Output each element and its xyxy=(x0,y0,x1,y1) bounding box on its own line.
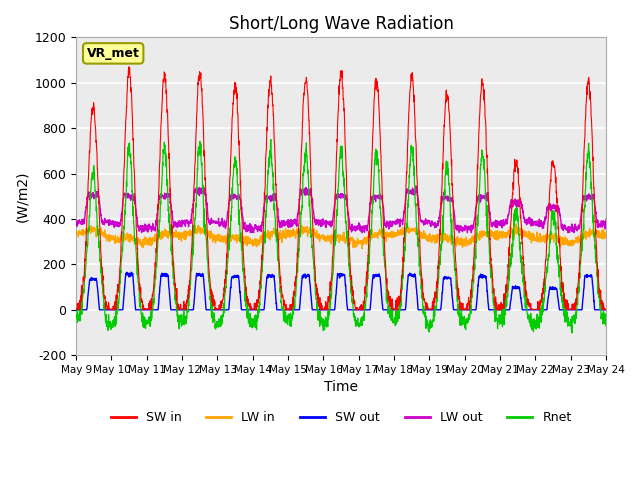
Y-axis label: (W/m2): (W/m2) xyxy=(15,170,29,222)
Legend: SW in, LW in, SW out, LW out, Rnet: SW in, LW in, SW out, LW out, Rnet xyxy=(106,406,577,429)
X-axis label: Time: Time xyxy=(324,381,358,395)
Text: VR_met: VR_met xyxy=(87,47,140,60)
Title: Short/Long Wave Radiation: Short/Long Wave Radiation xyxy=(228,15,454,33)
